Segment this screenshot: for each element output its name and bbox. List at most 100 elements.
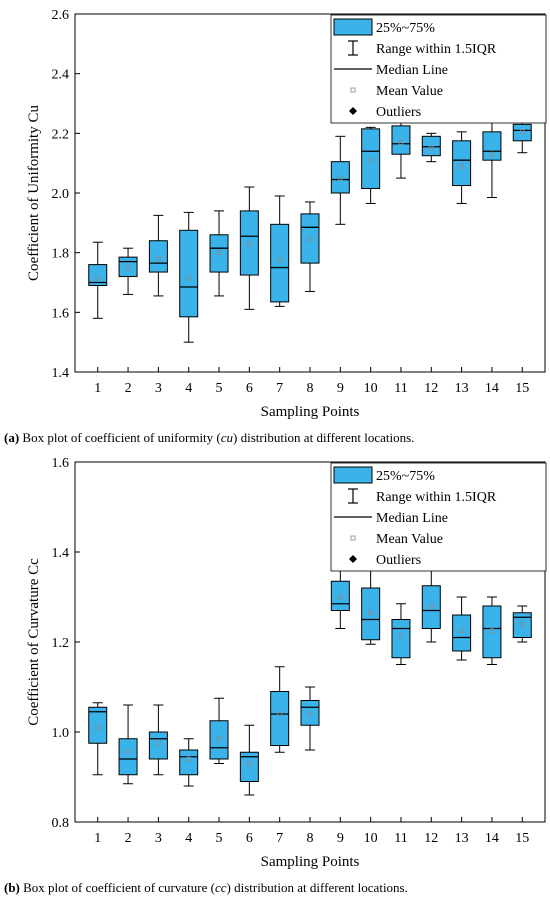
legend-label: Mean Value bbox=[376, 84, 443, 99]
mean-marker bbox=[125, 749, 131, 755]
mean-marker bbox=[368, 157, 374, 163]
mean-marker bbox=[277, 711, 283, 717]
mean-marker bbox=[337, 175, 343, 181]
caption-text: Box plot of coefficient of curvature ( bbox=[19, 880, 215, 895]
x-tick-label: 8 bbox=[307, 381, 314, 396]
x-tick-label: 15 bbox=[515, 831, 529, 846]
iqr-box bbox=[512, 612, 532, 638]
y-tick-label: 1.4 bbox=[52, 546, 70, 561]
boxplot-curvature-chart: 0.81.01.21.41.61 2 3 4 5 6 7 8 9 10 11 12 13 14 15Samp… bbox=[26, 456, 547, 870]
iqr-box bbox=[88, 264, 108, 286]
iqr-box bbox=[482, 131, 502, 161]
mean-marker bbox=[459, 163, 465, 169]
x-tick-label: 10 bbox=[364, 381, 378, 396]
iqr-box bbox=[421, 585, 441, 629]
y-tick-label: 1.6 bbox=[52, 306, 70, 321]
iqr-box bbox=[179, 749, 199, 776]
x-tick-label: 10 bbox=[364, 831, 378, 846]
mean-marker bbox=[428, 603, 434, 609]
iqr-box bbox=[361, 587, 381, 641]
iqr-box bbox=[118, 256, 138, 278]
legend-label: 25%~75% bbox=[376, 469, 435, 484]
caption-label: (a) bbox=[4, 430, 20, 445]
x-tick-label: 12 bbox=[424, 381, 438, 396]
legend: 25%~75% Range within 1.5IQR Median Line Mea… bbox=[330, 462, 547, 572]
mean-marker bbox=[216, 736, 222, 742]
mean-marker bbox=[307, 711, 313, 717]
x-tick-label: 3 bbox=[155, 831, 162, 846]
y-axis-title: Coefficient of Uniformity Cu bbox=[26, 105, 42, 281]
mean-marker bbox=[489, 151, 495, 157]
mean-marker bbox=[398, 139, 404, 145]
x-tick-label: 6 bbox=[246, 831, 253, 846]
caption-text-end: ) distribution at different locations. bbox=[226, 880, 408, 895]
caption-symbol: cu bbox=[220, 430, 234, 445]
mean-marker bbox=[368, 610, 374, 616]
mean-marker bbox=[155, 256, 161, 262]
x-tick-label: 4 bbox=[185, 381, 192, 396]
mean-marker bbox=[216, 250, 222, 256]
y-tick-label: 1.4 bbox=[52, 366, 70, 381]
legend-label: Mean Value bbox=[376, 532, 443, 547]
x-tick-label: 5 bbox=[216, 381, 223, 396]
mean-marker bbox=[125, 265, 131, 270]
mean-marker bbox=[519, 129, 525, 135]
iqr-box bbox=[118, 738, 138, 776]
mean-marker bbox=[186, 275, 192, 281]
legend-label: Range within 1.5IQR bbox=[376, 490, 497, 505]
mean-marker bbox=[246, 761, 252, 766]
legend-label: Median Line bbox=[376, 63, 448, 78]
iqr-box bbox=[239, 751, 259, 782]
y-tick-label: 2.4 bbox=[52, 68, 70, 83]
mean-marker bbox=[186, 756, 192, 762]
boxplot-uniformity-chart: 1.41.61.82.02.22.42.61 2 3 4 5 6 7 8 9 10 11 12 13 14… bbox=[26, 8, 547, 420]
legend-label: Outliers bbox=[376, 105, 421, 120]
x-tick-label: 12 bbox=[424, 831, 438, 846]
y-tick-label: 1.0 bbox=[52, 726, 70, 741]
mean-marker bbox=[277, 257, 283, 263]
iqr-box bbox=[452, 140, 472, 187]
x-tick-label: 2 bbox=[125, 381, 132, 396]
legend-label: 25%~75% bbox=[376, 21, 435, 36]
legend-mean-swatch bbox=[350, 87, 356, 93]
x-tick-label: 2 bbox=[125, 831, 132, 846]
caption-text-end: ) distribution at different locations. bbox=[233, 430, 415, 445]
legend-outlier-swatch bbox=[349, 107, 357, 115]
mean-marker bbox=[459, 628, 465, 634]
iqr-box bbox=[300, 700, 320, 726]
x-tick-label: 11 bbox=[394, 831, 407, 846]
legend-label: Outliers bbox=[376, 553, 421, 568]
legend-label: Range within 1.5IQR bbox=[376, 42, 497, 57]
x-tick-label: 7 bbox=[276, 831, 283, 846]
iqr-box bbox=[391, 619, 411, 659]
iqr-box bbox=[179, 229, 199, 318]
iqr-box bbox=[330, 580, 350, 611]
iqr-box bbox=[270, 223, 290, 303]
mean-marker bbox=[155, 740, 161, 746]
x-tick-label: 4 bbox=[185, 831, 192, 846]
y-tick-label: 1.2 bbox=[52, 636, 70, 651]
x-tick-label: 11 bbox=[394, 381, 407, 396]
caption-symbol: cc bbox=[214, 880, 227, 895]
y-tick-label: 2.2 bbox=[52, 127, 70, 142]
iqr-box bbox=[330, 161, 350, 194]
x-axis-title: Sampling Points bbox=[261, 404, 360, 420]
x-axis-title: Sampling Points bbox=[261, 854, 360, 870]
y-axis-title: Coefficient of Curvature Cc bbox=[26, 558, 42, 726]
mean-marker bbox=[337, 594, 343, 600]
x-tick-label: 13 bbox=[455, 381, 469, 396]
y-tick-label: 2.6 bbox=[52, 8, 70, 23]
legend-mean-swatch bbox=[350, 535, 356, 541]
legend-box-swatch bbox=[333, 18, 373, 36]
mean-marker bbox=[428, 145, 434, 151]
y-tick-label: 1.8 bbox=[52, 247, 70, 262]
iqr-box bbox=[270, 691, 290, 746]
iqr-box bbox=[209, 234, 229, 273]
y-tick-label: 2.0 bbox=[52, 187, 70, 202]
x-tick-label: 15 bbox=[515, 381, 529, 396]
iqr-box bbox=[300, 213, 320, 264]
mean-marker bbox=[519, 621, 525, 627]
caption-uniformity: (a) Box plot of coefficient of uniformit… bbox=[4, 430, 550, 446]
x-tick-label: 13 bbox=[455, 831, 469, 846]
